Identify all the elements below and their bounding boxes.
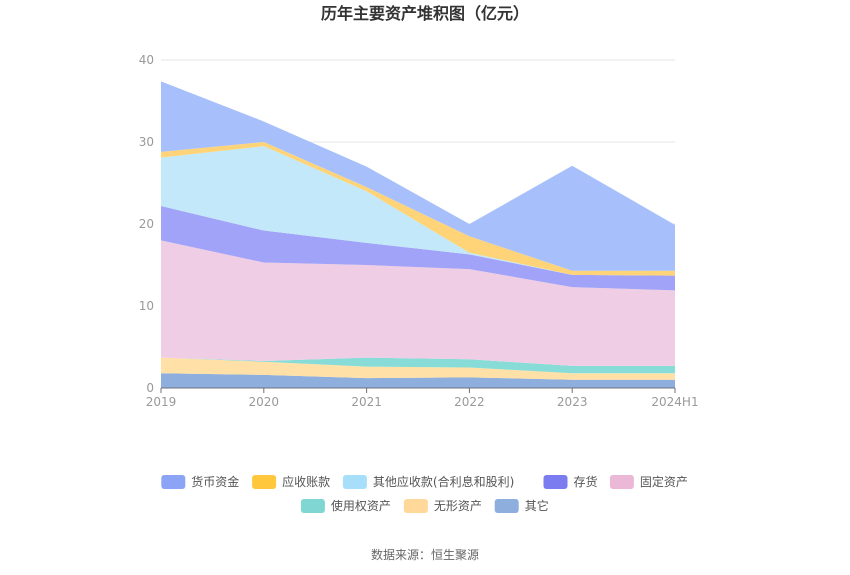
legend-label: 其他应收款(合利息和股利) bbox=[373, 474, 514, 489]
legend-item[interactable]: 固定资产 bbox=[609, 474, 688, 489]
x-tick-label: 2019 bbox=[146, 395, 177, 409]
x-tick-label: 2021 bbox=[351, 395, 382, 409]
y-tick-label: 0 bbox=[146, 381, 154, 395]
legend-swatch bbox=[252, 475, 277, 489]
legend-item[interactable]: 应收账款 bbox=[252, 474, 330, 489]
x-tick-label: 2023 bbox=[557, 395, 588, 409]
area-series bbox=[161, 81, 675, 271]
legend-swatch bbox=[403, 499, 428, 513]
x-tick-label: 2024H1 bbox=[651, 395, 698, 409]
legend-swatch bbox=[342, 475, 367, 489]
legend-swatch bbox=[543, 475, 568, 489]
area-series bbox=[161, 205, 675, 291]
legend-label: 存货 bbox=[574, 474, 598, 489]
legend-item[interactable]: 其他应收款(合利息和股利) bbox=[342, 474, 514, 489]
y-tick-label: 40 bbox=[139, 53, 154, 67]
legend-swatch bbox=[300, 499, 325, 513]
legend-swatch bbox=[609, 475, 634, 489]
y-tick-label: 20 bbox=[139, 217, 154, 231]
legend-label: 其它 bbox=[525, 498, 549, 513]
area-series bbox=[161, 240, 675, 366]
legend-item[interactable]: 货币资金 bbox=[161, 474, 239, 489]
legend-label: 货币资金 bbox=[191, 474, 239, 489]
legend-item[interactable]: 使用权资产 bbox=[300, 498, 391, 513]
legend-item[interactable]: 其它 bbox=[494, 498, 549, 513]
legend-label: 固定资产 bbox=[640, 474, 688, 489]
legend-label: 使用权资产 bbox=[331, 498, 391, 513]
x-tick-label: 2020 bbox=[249, 395, 280, 409]
chart-title: 历年主要资产堆积图（亿元） bbox=[321, 4, 529, 23]
legend-swatch bbox=[161, 475, 186, 489]
legend-swatch bbox=[494, 499, 519, 513]
source-note: 数据来源：恒生聚源 bbox=[371, 547, 479, 562]
legend-label: 应收账款 bbox=[282, 474, 330, 489]
plot-area bbox=[161, 81, 675, 388]
y-tick-label: 10 bbox=[139, 299, 154, 313]
y-tick-label: 30 bbox=[139, 135, 154, 149]
area-series bbox=[161, 357, 675, 374]
axes: 2019 2020 2021 2022 2023 2024H1 bbox=[146, 387, 699, 409]
legend-label: 无形资产 bbox=[434, 499, 482, 513]
area-series bbox=[161, 373, 675, 388]
area-series bbox=[161, 146, 675, 276]
legend-item[interactable]: 存货 bbox=[543, 474, 598, 489]
area-series bbox=[161, 357, 675, 380]
x-tick-label: 2022 bbox=[454, 395, 485, 409]
legend-item[interactable]: 无形资产 bbox=[403, 499, 482, 513]
